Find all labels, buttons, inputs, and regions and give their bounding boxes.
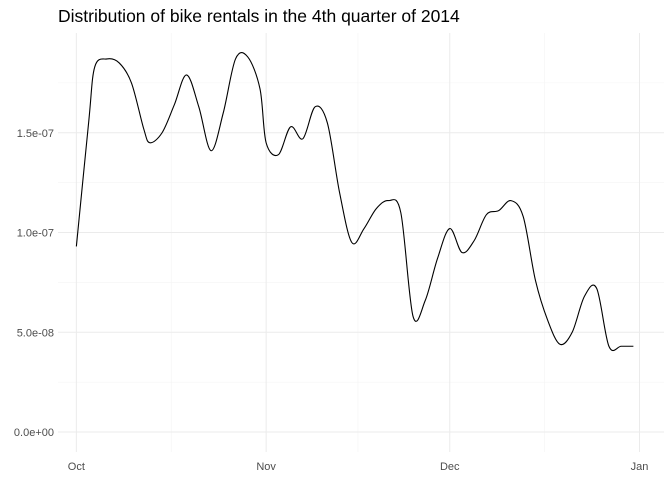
y-tick-label-0: 0.0e+00 bbox=[14, 427, 54, 439]
minor-gridlines bbox=[58, 33, 664, 452]
y-tick-label-2: 1.0e-07 bbox=[17, 228, 54, 240]
density-line-0 bbox=[75, 52, 634, 352]
y-axis-tick-labels: 0.0e+00 5.0e-08 1.0e-07 1.5e-07 bbox=[14, 128, 54, 439]
y-tick-label-3: 1.5e-07 bbox=[17, 128, 54, 140]
x-tick-label-2: Dec bbox=[440, 461, 460, 473]
major-gridlines bbox=[58, 33, 664, 452]
x-tick-label-1: Nov bbox=[256, 461, 276, 473]
x-axis-tick-labels: Oct Nov Dec Jan bbox=[68, 461, 649, 473]
density-line-layer bbox=[75, 52, 634, 352]
y-tick-label-1: 5.0e-08 bbox=[17, 327, 54, 339]
chart-title: Distribution of bike rentals in the 4th … bbox=[58, 6, 460, 26]
x-tick-label-0: Oct bbox=[68, 461, 85, 473]
x-tick-label-3: Jan bbox=[631, 461, 649, 473]
